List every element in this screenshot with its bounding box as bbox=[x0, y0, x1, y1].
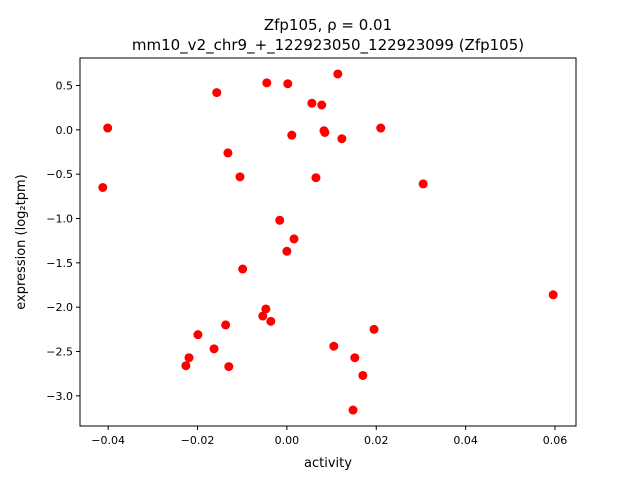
data-point bbox=[193, 330, 203, 340]
data-point bbox=[282, 246, 292, 256]
data-point bbox=[98, 182, 108, 192]
data-point bbox=[209, 344, 219, 354]
x-axis-label: activity bbox=[304, 456, 352, 471]
chart-title-line2: mm10_v2_chr9_+_122923050_122923099 (Zfp1… bbox=[132, 36, 524, 55]
data-points bbox=[98, 69, 558, 415]
y-tick-label: 0.0 bbox=[56, 124, 74, 137]
data-point bbox=[418, 179, 428, 189]
data-point bbox=[261, 304, 271, 314]
data-point bbox=[223, 148, 233, 158]
x-tick-label: 0.02 bbox=[364, 434, 389, 447]
data-point bbox=[350, 353, 360, 363]
data-point bbox=[224, 362, 234, 372]
x-tick-label: −0.02 bbox=[181, 434, 215, 447]
data-point bbox=[181, 361, 191, 371]
data-point bbox=[258, 311, 268, 321]
data-point bbox=[319, 126, 329, 136]
x-axis-ticks: −0.04 −0.02 0.00 0.02 0.04 0.06 bbox=[91, 426, 567, 447]
data-point bbox=[548, 290, 558, 300]
data-point bbox=[221, 320, 231, 330]
y-axis-ticks: 0.5 0.0 −0.5 −1.0 −1.5 −2.0 −2.5 −3.0 bbox=[46, 79, 80, 403]
data-point bbox=[337, 134, 347, 144]
plot-frame bbox=[79, 57, 577, 427]
chart-title-line1: Zfp105, ρ = 0.01 bbox=[264, 16, 392, 34]
y-tick-label: −1.0 bbox=[46, 213, 73, 226]
data-point bbox=[289, 234, 299, 244]
y-tick-label: −1.5 bbox=[46, 257, 73, 270]
data-point bbox=[287, 130, 297, 140]
data-point bbox=[317, 100, 327, 110]
x-tick-label: −0.04 bbox=[91, 434, 125, 447]
y-tick-label: −2.5 bbox=[46, 346, 73, 359]
data-point bbox=[103, 123, 113, 133]
y-tick-label: −2.0 bbox=[46, 301, 73, 314]
y-tick-label: 0.5 bbox=[56, 79, 74, 92]
data-point bbox=[329, 341, 339, 351]
data-point bbox=[238, 264, 248, 274]
data-point bbox=[311, 173, 321, 183]
data-point bbox=[283, 79, 293, 89]
data-point bbox=[333, 69, 343, 79]
data-point bbox=[212, 88, 222, 98]
data-point bbox=[369, 324, 379, 334]
x-tick-label: 0.04 bbox=[453, 434, 478, 447]
y-axis-label: expression (log₂tpm) bbox=[14, 174, 29, 309]
x-tick-label: 0.00 bbox=[275, 434, 300, 447]
data-point bbox=[358, 370, 368, 380]
data-point bbox=[184, 353, 194, 363]
y-tick-label: −3.0 bbox=[46, 390, 73, 403]
x-tick-label: 0.06 bbox=[543, 434, 568, 447]
data-point bbox=[266, 316, 276, 326]
data-point bbox=[376, 123, 386, 133]
data-point bbox=[235, 172, 245, 182]
data-point bbox=[307, 98, 317, 108]
y-tick-label: −0.5 bbox=[46, 168, 73, 181]
data-point bbox=[262, 78, 272, 88]
data-point bbox=[275, 215, 285, 225]
data-point bbox=[348, 405, 358, 415]
